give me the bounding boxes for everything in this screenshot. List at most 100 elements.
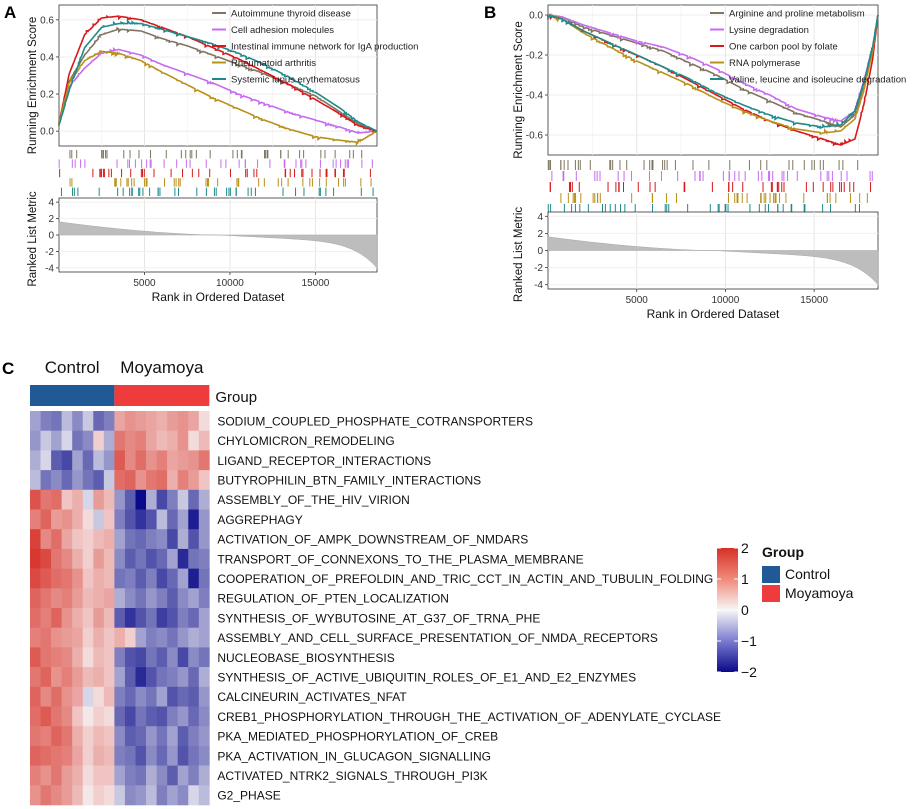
heatmap-cell bbox=[135, 785, 147, 806]
heatmap-row-label: CREB1_PHOSPHORYLATION_THROUGH_THE_ACTIVA… bbox=[217, 710, 721, 724]
heatmap-cell bbox=[114, 568, 126, 589]
colorbar-tick-label: 0 bbox=[741, 602, 749, 618]
heatmap-cell bbox=[124, 509, 136, 530]
heatmap-cell bbox=[93, 588, 105, 609]
heatmap-cell bbox=[188, 430, 200, 451]
es-y-tick-label: -0.6 bbox=[526, 131, 544, 142]
heatmap-row-label: ASSEMBLY_OF_THE_HIV_VIRION bbox=[217, 493, 410, 507]
heatmap-cell bbox=[30, 726, 41, 747]
heatmap-cell bbox=[198, 627, 210, 648]
x-tick-label: 10000 bbox=[216, 278, 244, 289]
heatmap-cell bbox=[188, 686, 200, 707]
heatmap-cell bbox=[51, 450, 62, 471]
heatmap-cell bbox=[61, 509, 73, 530]
heatmap-cell bbox=[30, 765, 41, 786]
colorbar-tick-label: −1 bbox=[741, 633, 757, 649]
heatmap-cell bbox=[156, 411, 168, 431]
metric-y-tick-label: -4 bbox=[45, 263, 54, 274]
heatmap-cell bbox=[146, 470, 157, 491]
heatmap-cell bbox=[146, 548, 157, 569]
heatmap-cell bbox=[124, 548, 136, 569]
heatmap-cell bbox=[82, 529, 94, 550]
heatmap-cell bbox=[114, 489, 126, 510]
heatmap-cell bbox=[61, 588, 73, 609]
heatmap-cell bbox=[124, 529, 136, 550]
heatmap-row-label: AGGREPHAGY bbox=[217, 513, 302, 527]
heatmap-cell bbox=[30, 686, 41, 707]
heatmap-cell bbox=[188, 745, 200, 766]
heatmap-cell bbox=[156, 627, 168, 648]
heatmap-cell bbox=[124, 411, 136, 431]
colorbar bbox=[717, 548, 738, 672]
heatmap-cell bbox=[188, 667, 200, 688]
heatmap-cell bbox=[51, 588, 62, 609]
heatmap-cell bbox=[156, 529, 168, 550]
heatmap-cell bbox=[135, 529, 147, 550]
heatmap-cell bbox=[40, 667, 52, 688]
heatmap-cell bbox=[198, 765, 210, 786]
heatmap-cell bbox=[124, 686, 136, 707]
heatmap-cell bbox=[51, 745, 62, 766]
heatmap-cell bbox=[72, 430, 84, 451]
heatmap-cell bbox=[82, 411, 94, 431]
heatmap-cell bbox=[30, 745, 41, 766]
heatmap-cell bbox=[114, 411, 126, 431]
heatmap-cell bbox=[61, 568, 73, 589]
heatmap-cell bbox=[198, 706, 210, 727]
heatmap-cell bbox=[93, 568, 105, 589]
heatmap-cell bbox=[93, 529, 105, 550]
es-y-tick-label: 0.2 bbox=[40, 90, 54, 101]
heatmap-cell bbox=[51, 765, 62, 786]
x-tick-label: 15000 bbox=[302, 278, 330, 289]
heatmap-row-label: CHYLOMICRON_REMODELING bbox=[217, 434, 394, 448]
heatmap-cell bbox=[177, 548, 189, 569]
heatmap-cell bbox=[198, 745, 210, 766]
es-series-line bbox=[58, 14, 378, 133]
heatmap-cell bbox=[167, 489, 178, 510]
heatmap-cell bbox=[177, 411, 189, 431]
heatmap-cell bbox=[82, 548, 94, 569]
heatmap-cell bbox=[124, 450, 136, 471]
heatmap-cell bbox=[135, 450, 147, 471]
heatmap-cell bbox=[114, 608, 126, 628]
heatmap-cell bbox=[103, 686, 115, 707]
heatmap-cell bbox=[93, 470, 105, 491]
panel-label: A bbox=[4, 3, 16, 22]
heatmap-cell bbox=[51, 529, 62, 550]
heatmap-cell bbox=[82, 686, 94, 707]
heatmap-cell bbox=[40, 470, 52, 491]
x-axis-title: Rank in Ordered Dataset bbox=[152, 290, 285, 304]
group-header-label: Moyamoya bbox=[120, 358, 204, 377]
heatmap-cell bbox=[72, 470, 84, 491]
heatmap-cell bbox=[177, 765, 189, 786]
heatmap-cell bbox=[30, 706, 41, 727]
heatmap-cell bbox=[135, 726, 147, 747]
group-annotation-bar bbox=[114, 385, 210, 406]
group-legend-swatch bbox=[762, 585, 780, 602]
heatmap-cell bbox=[188, 627, 200, 648]
es-y-tick-label: 0.0 bbox=[529, 11, 543, 22]
legend-label: One carbon pool by folate bbox=[729, 42, 838, 53]
heatmap-cell bbox=[124, 667, 136, 688]
group-annotation-bar bbox=[30, 385, 115, 406]
heatmap-cell bbox=[40, 529, 52, 550]
heatmap-cell bbox=[188, 765, 200, 786]
heatmap-cell bbox=[135, 765, 147, 786]
heatmap-row-label: LIGAND_RECEPTOR_INTERACTIONS bbox=[217, 454, 431, 468]
heatmap-cell bbox=[188, 548, 200, 569]
heatmap-cell bbox=[198, 608, 210, 628]
heatmap-cell bbox=[124, 627, 136, 648]
heatmap-cell bbox=[124, 470, 136, 491]
x-tick-label: 5000 bbox=[133, 278, 156, 289]
heatmap-cell bbox=[135, 548, 147, 569]
metric-y-axis-title: Ranked List Metric bbox=[513, 207, 525, 302]
heatmap-cell bbox=[167, 411, 178, 431]
heatmap-cell bbox=[114, 647, 126, 668]
heatmap-cell bbox=[93, 548, 105, 569]
heatmap-row-label: SODIUM_COUPLED_PHOSPHATE_COTRANSPORTERS bbox=[217, 414, 533, 428]
heatmap-cell bbox=[156, 647, 168, 668]
heatmap-cell bbox=[124, 647, 136, 668]
heatmap-cell bbox=[167, 726, 178, 747]
metric-y-axis-title: Ranked List Metric bbox=[27, 191, 39, 286]
heatmap-cell bbox=[124, 588, 136, 609]
